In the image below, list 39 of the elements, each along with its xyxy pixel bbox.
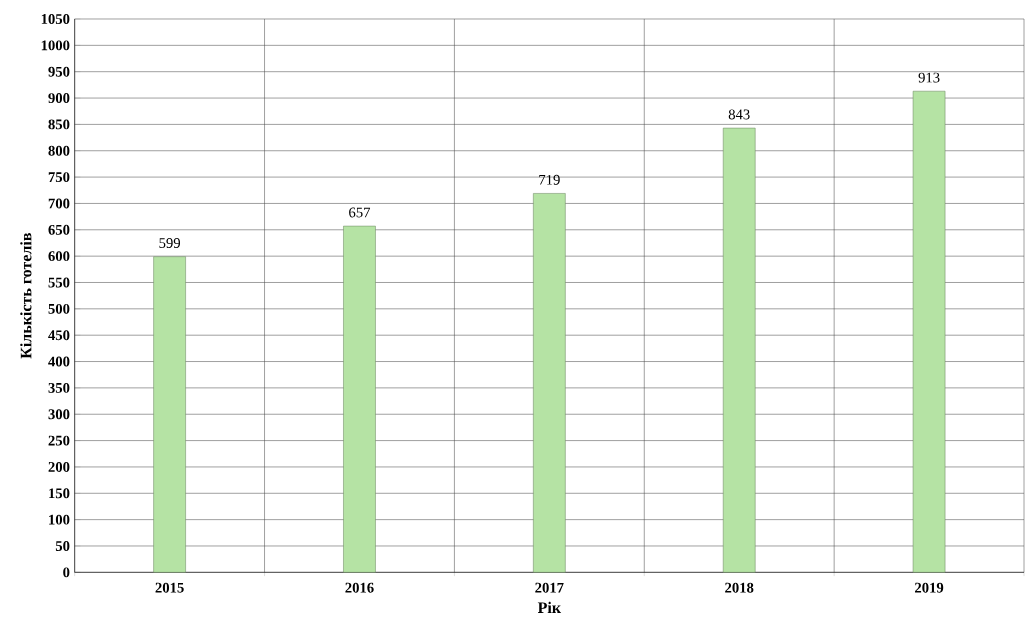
- data-label: 719: [539, 174, 560, 185]
- x-tick-label: 2017: [535, 582, 564, 593]
- x-tick-label: 2015: [155, 582, 184, 593]
- y-tick-label: 600: [48, 251, 70, 262]
- y-tick-label: 100: [49, 514, 70, 525]
- y-tick-label: 650: [48, 224, 70, 235]
- y-tick-label: 800: [48, 145, 70, 156]
- bar: [912, 90, 946, 573]
- bar: [722, 127, 756, 573]
- data-label: 843: [728, 109, 750, 120]
- y-tick-label: 850: [48, 119, 70, 130]
- y-tick-label: 1050: [41, 14, 70, 24]
- y-tick-label: 450: [48, 330, 70, 341]
- bar: [343, 225, 376, 573]
- y-tick-label: 550: [48, 277, 70, 288]
- y-tick-label: 150: [49, 488, 70, 499]
- y-tick-label: 0: [63, 567, 70, 578]
- y-tick-label: 350: [48, 382, 70, 393]
- y-tick-label: 400: [48, 356, 70, 367]
- y-tick-label: 750: [48, 172, 70, 183]
- y-tick-label: 900: [48, 93, 70, 103]
- data-label: 657: [349, 207, 371, 218]
- x-tick-label: 2016: [345, 582, 374, 593]
- y-tick-label: 250: [48, 435, 70, 446]
- x-tick-label: 2019: [915, 582, 944, 593]
- data-label: 913: [918, 72, 940, 83]
- x-tick-label: 2018: [725, 582, 754, 593]
- y-axis-title: Кількість готелів: [20, 233, 32, 359]
- y-tick-label: 300: [48, 409, 70, 420]
- bar: [533, 193, 566, 573]
- y-tick-label: 200: [48, 462, 70, 472]
- y-tick-label: 50: [55, 541, 70, 551]
- y-tick-label: 1000: [41, 40, 70, 51]
- bar: [153, 256, 186, 573]
- x-axis-title: Рік: [537, 601, 562, 613]
- data-label: 599: [159, 238, 181, 248]
- y-tick-label: 950: [48, 66, 70, 77]
- y-tick-label: 500: [48, 303, 70, 314]
- y-tick-label: 700: [48, 198, 70, 209]
